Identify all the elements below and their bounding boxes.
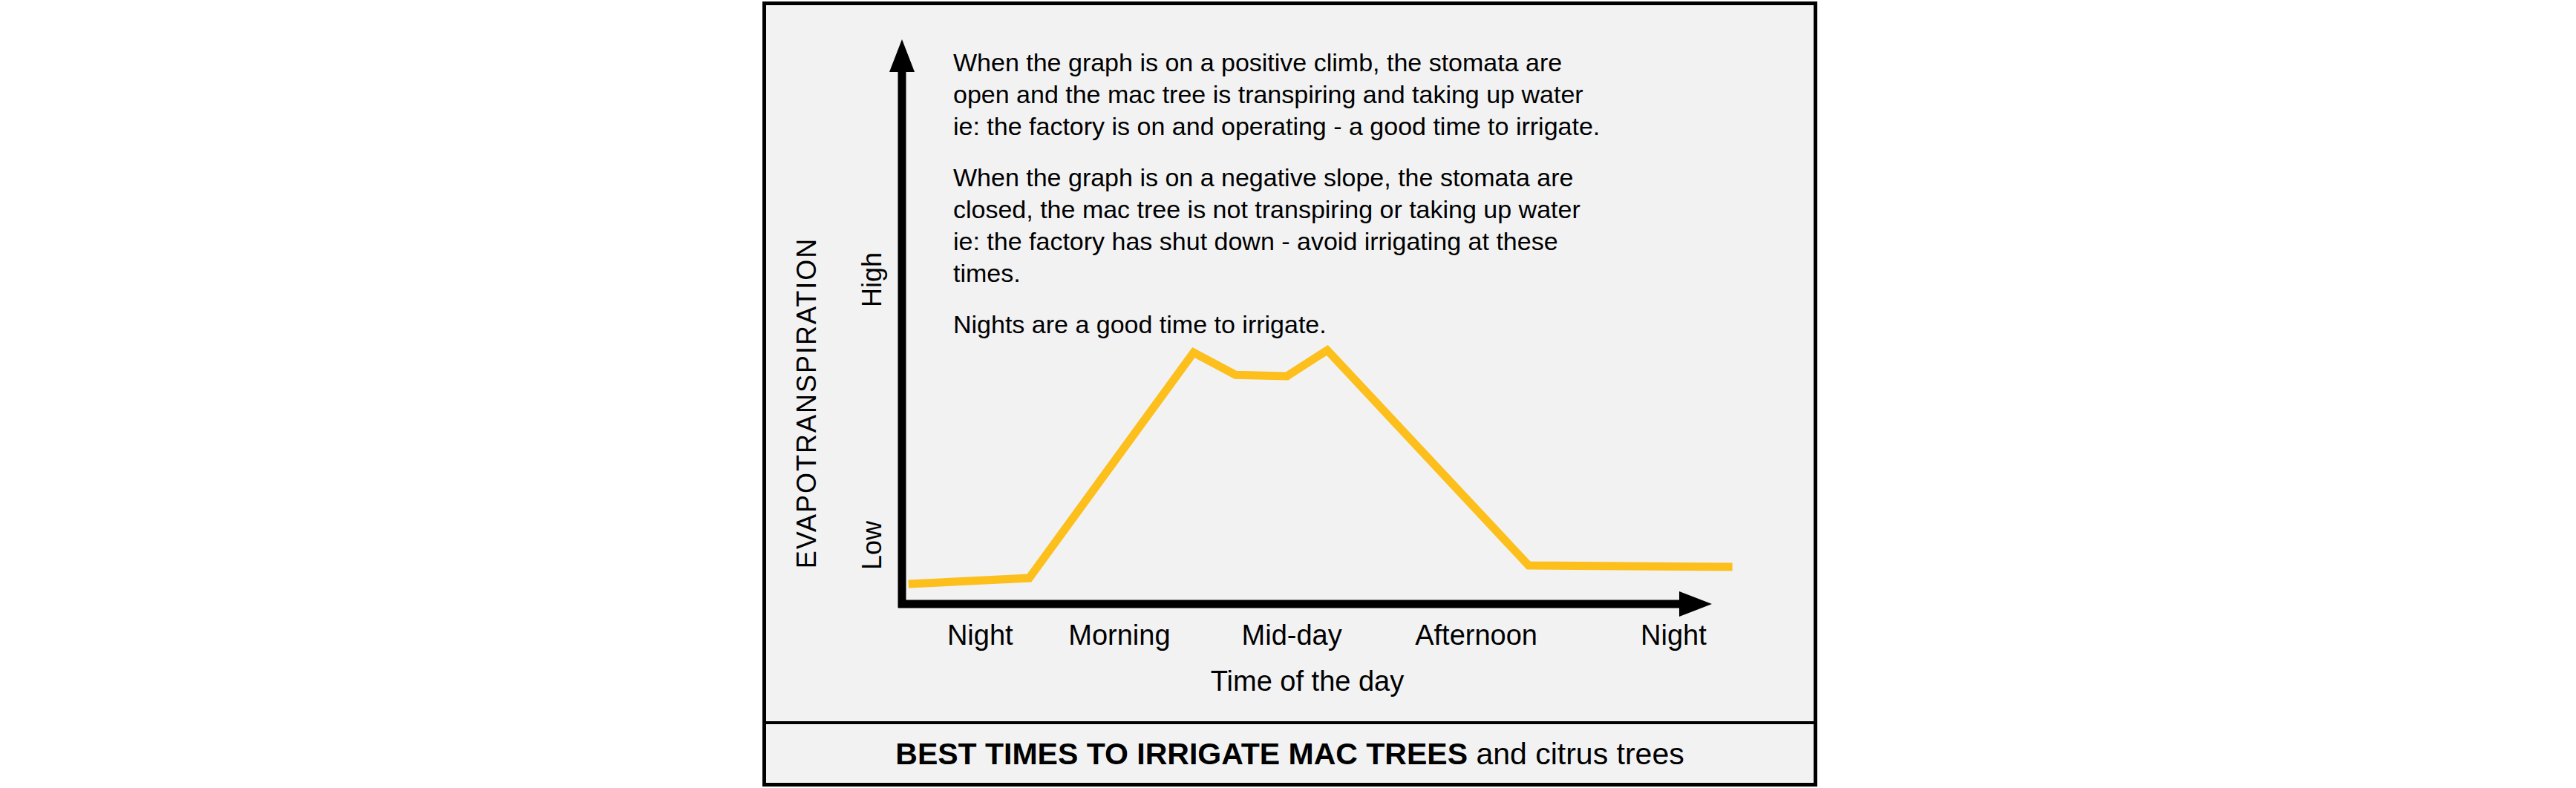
annotation-paragraph-negative-slope: When the graph is on a negative slope, t… — [953, 162, 1770, 289]
figure-box: When the graph is on a positive climb, t… — [762, 1, 1817, 787]
annotation-paragraph-positive-climb: When the graph is on a positive climb, t… — [953, 47, 1770, 142]
x-tick-night-right: Night — [1641, 620, 1707, 651]
y-axis-title: EVAPOTRANSPIRATION — [791, 237, 823, 569]
caption-regular-text: and citrus trees — [1468, 737, 1684, 771]
y-axis-arrowhead-icon — [889, 39, 915, 72]
caption-bar: BEST TIMES TO IRRIGATE MAC TREES and cit… — [766, 721, 1814, 783]
page-background: When the graph is on a positive climb, t… — [0, 0, 2576, 788]
caption-bold-text: BEST TIMES TO IRRIGATE MAC TREES — [895, 737, 1468, 771]
x-axis-arrowhead-icon — [1679, 591, 1712, 617]
x-axis-title: Time of the day — [1211, 666, 1405, 697]
annotation-text-block: When the graph is on a positive climb, t… — [953, 47, 1770, 360]
evapotranspiration-line — [909, 350, 1733, 584]
annotation-paragraph-nights: Nights are a good time to irrigate. — [953, 309, 1770, 341]
y-tick-low: Low — [857, 521, 888, 570]
x-tick-mid-day: Mid-day — [1242, 620, 1342, 651]
x-tick-night-left: Night — [947, 620, 1013, 651]
x-tick-morning: Morning — [1068, 620, 1170, 651]
y-tick-high: High — [857, 252, 888, 307]
x-tick-afternoon: Afternoon — [1415, 620, 1537, 651]
